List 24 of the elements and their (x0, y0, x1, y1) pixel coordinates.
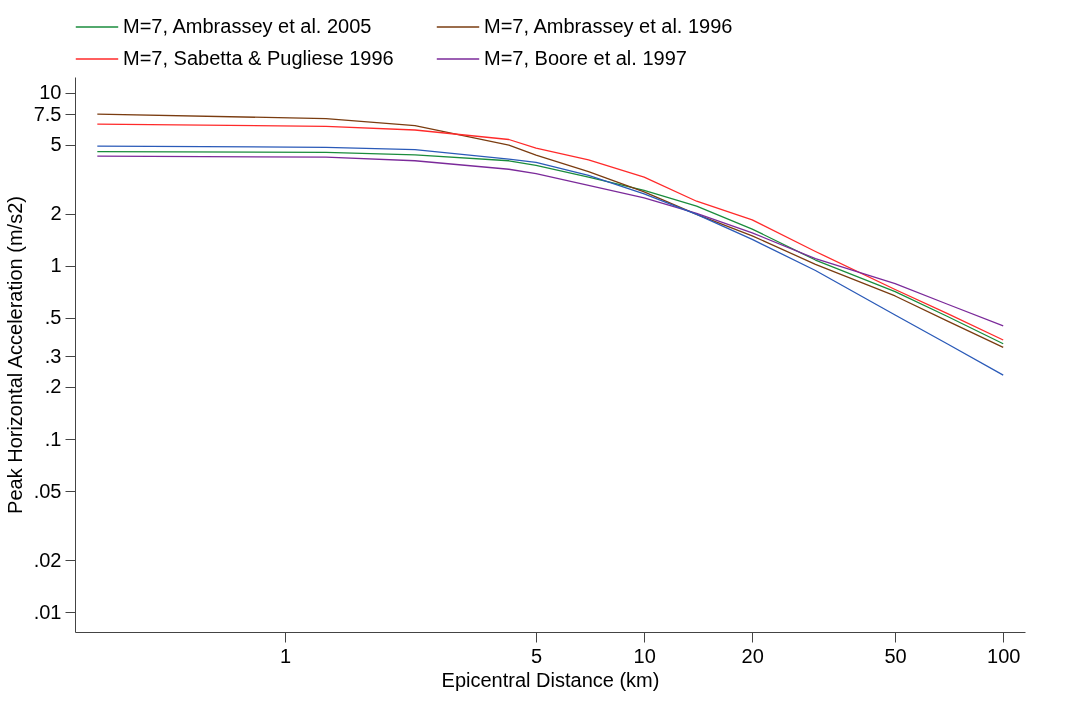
x-tick-label: 1 (280, 644, 292, 667)
x-tick-label: 100 (987, 644, 1021, 667)
y-tick-label: 1 (50, 254, 62, 277)
x-tick-label: 20 (741, 644, 764, 667)
y-tick-label: 2 (50, 202, 62, 225)
y-tick-label: .1 (44, 427, 62, 450)
x-tick-label: 5 (530, 644, 543, 667)
y-tick-label: .01 (33, 600, 62, 623)
y-tick-label: .3 (44, 344, 62, 367)
y-tick-label: 7.5 (33, 102, 62, 125)
legend-label: M=7, Ambrassey et al. 1996 (484, 15, 733, 37)
legend-label: M=7, Ambrassey et al. 2005 (123, 15, 372, 37)
legend-label: M=7, Boore et al. 1997 (484, 47, 687, 69)
y-tick-label: 5 (50, 133, 62, 156)
legend-label: M=7, Sabetta & Pugliese 1996 (123, 47, 394, 69)
x-tick-label: 10 (633, 644, 656, 667)
y-tick-label: .02 (33, 548, 62, 571)
x-tick-label: 50 (884, 644, 907, 667)
y-tick-label: 10 (39, 81, 62, 104)
y-tick-label: .05 (33, 479, 62, 502)
x-axis-title: Epicentral Distance (km) (441, 668, 660, 691)
y-tick-label: .2 (44, 375, 62, 398)
y-tick-label: .5 (44, 306, 62, 329)
y-axis-title: Peak Horizontal Acceleration (m/s2) (3, 196, 26, 514)
